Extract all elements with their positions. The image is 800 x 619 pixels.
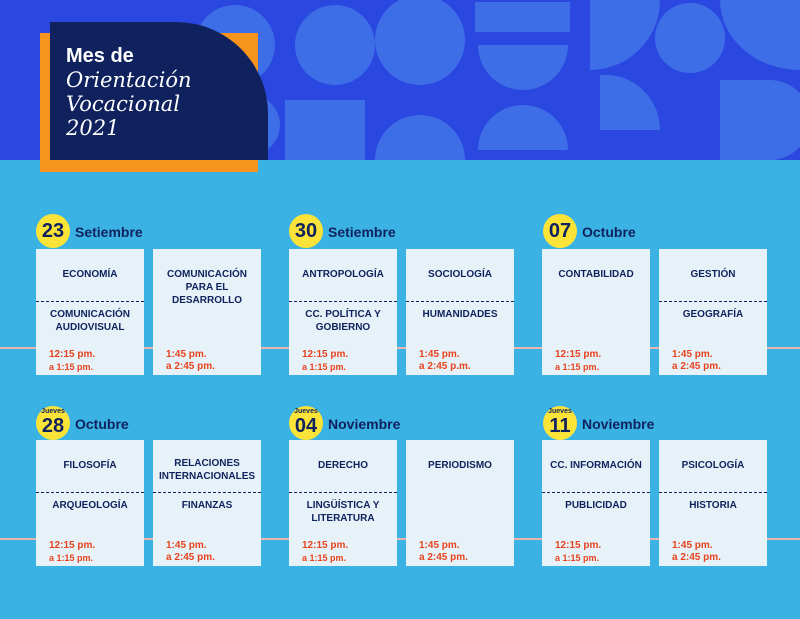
career-bottom: HISTORIA <box>689 500 737 511</box>
day-badge: 23 <box>36 214 70 248</box>
career-top: CONTABILIDAD <box>558 269 634 280</box>
session-card: FILOSOFÍA ARQUEOLOGÍA 12:15 pm. a 1:15 pm… <box>36 440 144 566</box>
career-top: SOCIOLOGÍA <box>428 269 492 280</box>
career-top: COMUNICACIÓN PARA EL DESARROLLO <box>167 269 247 306</box>
session-time: 12:15 pm. a 1:15 pm. <box>555 349 602 372</box>
career-bottom: ARQUEOLOGÍA <box>52 500 128 511</box>
career-top: GESTIÓN <box>690 269 736 280</box>
divider <box>289 492 397 493</box>
session-card: CC. INFORMACIÓN PUBLICIDAD 12:15 pm. a 1:… <box>542 440 650 566</box>
session-card: ANTROPOLOGÍA CC. POLÍTICA Y GOBIERNO 12:… <box>289 249 397 375</box>
session-card: PSICOLOGÍA HISTORIA 1:45 pm. a 2:45 pm. <box>659 440 767 566</box>
day-badge: 30 <box>289 214 323 248</box>
career-bottom: LINGÜÍSTICA Y LITERATURA <box>306 500 380 524</box>
career-top: CC. INFORMACIÓN <box>550 460 642 471</box>
session-card: RELACIONES INTERNACIONALES FINANZAS 1:45… <box>153 440 261 566</box>
career-top: ANTROPOLOGÍA <box>302 269 384 280</box>
career-bottom: PUBLICIDAD <box>565 500 627 511</box>
divider <box>153 492 261 493</box>
divider <box>659 492 767 493</box>
session-time: 12:15 pm. a 1:15 pm. <box>302 540 349 563</box>
session-time: 12:15 pm. a 1:15 pm. <box>555 540 602 563</box>
decorative-pattern <box>190 0 800 160</box>
title-line1: Mes de <box>66 45 134 67</box>
divider <box>659 301 767 302</box>
divider <box>542 492 650 493</box>
session-card: ECONOMÍA COMUNICACIÓN AUDIOVISUAL 12:15 … <box>36 249 144 375</box>
career-top: ECONOMÍA <box>62 269 118 280</box>
career-bottom: COMUNICACIÓN AUDIOVISUAL <box>50 309 130 333</box>
day-badge: 07 <box>543 214 577 248</box>
divider <box>36 492 144 493</box>
session-time: 1:45 pm. a 2:45 p.m. <box>419 349 471 372</box>
month-label: Noviembre <box>328 416 401 432</box>
career-top: PSICOLOGÍA <box>681 460 745 471</box>
month-label: Setiembre <box>328 224 396 240</box>
weekday-label: Jueves <box>294 408 318 415</box>
time-line <box>0 347 800 349</box>
divider <box>289 301 397 302</box>
weekday-label: Jueves <box>548 408 572 415</box>
session-card: COMUNICACIÓN PARA EL DESARROLLO 1:45 pm.… <box>153 249 261 375</box>
time-line <box>0 538 800 540</box>
career-bottom: GEOGRAFÍA <box>682 309 744 320</box>
session-time: 1:45 pm. a 2:45 pm. <box>672 540 721 563</box>
career-top: FILOSOFÍA <box>63 460 117 471</box>
day-badge: 28 <box>36 406 70 440</box>
divider <box>406 301 514 302</box>
career-top: DERECHO <box>317 460 368 471</box>
month-label: Setiembre <box>75 224 143 240</box>
month-label: Noviembre <box>582 416 655 432</box>
career-top: PERIODISMO <box>428 460 492 471</box>
session-card: GESTIÓN GEOGRAFÍA 1:45 pm. a 2:45 pm. <box>659 249 767 375</box>
month-label: Octubre <box>75 416 129 432</box>
career-bottom: FINANZAS <box>181 500 233 511</box>
session-time: 1:45 pm. a 2:45 pm. <box>672 349 721 372</box>
session-time: 1:45 pm. a 2:45 pm. <box>166 540 215 563</box>
divider <box>36 301 144 302</box>
session-card: CONTABILIDAD 12:15 pm. a 1:15 pm. <box>542 249 650 375</box>
session-time: 12:15 pm. a 1:15 pm. <box>49 349 96 372</box>
session-time: 1:45 pm. a 2:45 pm. <box>419 540 468 563</box>
session-time: 1:45 pm. a 2:45 pm. <box>166 349 215 372</box>
career-bottom: CC. POLÍTICA Y GOBIERNO <box>305 309 381 333</box>
session-time: 12:15 pm. a 1:15 pm. <box>49 540 96 563</box>
session-card: PERIODISMO 1:45 pm. a 2:45 pm. <box>406 440 514 566</box>
month-label: Octubre <box>582 224 636 240</box>
session-card: DERECHO LINGÜÍSTICA Y LITERATURA 12:15 p… <box>289 440 397 566</box>
title-lines: Orientación Vocacional 2021 <box>66 68 192 140</box>
session-time: 12:15 pm. a 1:15 pm. <box>302 349 349 372</box>
title-box: Mes de Orientación Vocacional 2021 <box>50 22 268 160</box>
weekday-label: Jueves <box>41 408 65 415</box>
career-bottom: HUMANIDADES <box>422 309 498 320</box>
day-badge: 04 <box>289 406 323 440</box>
session-card: SOCIOLOGÍA HUMANIDADES 1:45 pm. a 2:45 p.… <box>406 249 514 375</box>
day-badge: 11 <box>543 406 577 440</box>
career-top: RELACIONES INTERNACIONALES <box>158 458 256 482</box>
